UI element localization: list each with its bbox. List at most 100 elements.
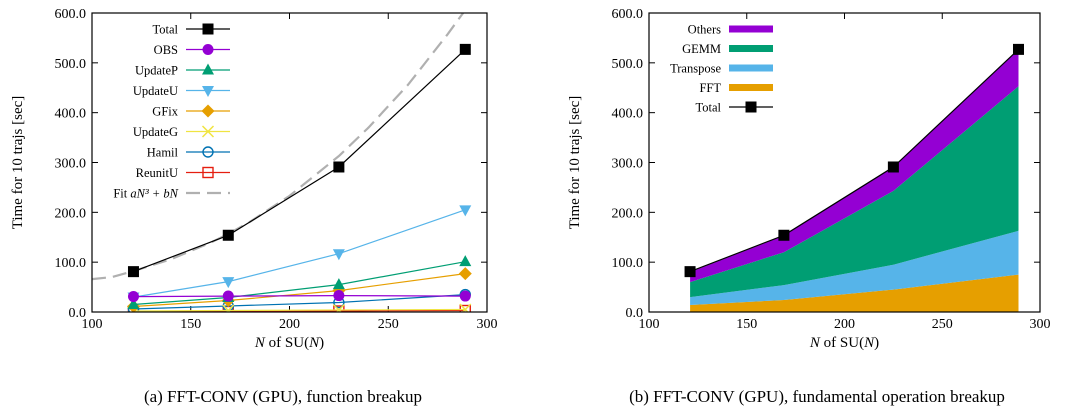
y-tick-label: 300.0 (55, 157, 87, 172)
y-tick-label: 200.0 (55, 206, 87, 221)
legend-marker-updateg (201, 125, 215, 138)
series-line-updatep (133, 261, 466, 306)
fit-line (92, 13, 465, 281)
series-line-total (689, 48, 1019, 273)
point-updateu (459, 205, 472, 217)
series-line-gfix (133, 273, 466, 308)
point-obs (333, 290, 345, 302)
y-tick-label: 500.0 (612, 57, 644, 72)
legend-label-transpose: Transpose (670, 62, 721, 76)
point-updateg (332, 303, 345, 312)
y-tick-label: 600.0 (612, 7, 644, 22)
legend-label-total: Total (152, 23, 178, 37)
legend-swatch-gemm (729, 45, 773, 52)
point-reunitu (459, 304, 471, 312)
x-axis-label-var: N (809, 335, 821, 351)
x-tick-label: 200 (279, 317, 300, 332)
y-tick-label: 100.0 (612, 256, 644, 271)
legend-label-total: Total (695, 101, 721, 115)
y-tick-label: 600.0 (55, 7, 87, 22)
caption-a: (a) FFT-CONV (GPU), function breakup (144, 387, 422, 406)
point-total (127, 266, 139, 278)
x-axis-label-var: N (254, 335, 266, 351)
plot-area-b (684, 43, 1024, 312)
legend-marker-obs (202, 44, 214, 55)
point-updateu (332, 249, 345, 261)
plot-frame-b (648, 12, 1041, 313)
legend-marker-total (202, 23, 214, 35)
legend-marker-updateu (202, 86, 214, 97)
y-tick-label: 400.0 (612, 107, 644, 122)
legend-fit-prefix: Fit (113, 187, 130, 201)
y-axis-label: Time for 10 trajs [sec] (567, 96, 583, 230)
x-tick-label: 300 (1030, 317, 1051, 332)
x-axis-label-close: ) (874, 335, 879, 351)
chart-a: 100 150 200 250 300 0.0 100.0 200.0 300.0 400.0 50… (10, 7, 498, 351)
legend-label-reunitu: ReunitU (136, 166, 178, 180)
legend-fit-formula: aN³ + bN (130, 187, 178, 201)
legend-marker-reunitu (202, 166, 214, 179)
chart-b: 100 150 200 250 300 0.0 100.0 200.0 300.0 400.0 50… (567, 7, 1051, 351)
x-axis-label-var2: N (863, 335, 875, 351)
point-updatep (459, 255, 472, 267)
y-tick-label: 0.0 (69, 306, 87, 321)
legend-label-fft: FFT (699, 81, 721, 95)
plot-frame-a (91, 12, 488, 313)
x-tick-label: 250 (378, 317, 399, 332)
x-tick-label: 150 (736, 317, 757, 332)
point-updatep (332, 278, 345, 290)
x-axis-label-text: of SU( (820, 335, 864, 351)
legend-label-others: Others (688, 23, 721, 37)
y-tick-label: 400.0 (55, 107, 87, 122)
x-axis-label-var2: N (308, 335, 320, 351)
legend-marker-hamil (202, 146, 214, 158)
point-updateu (222, 277, 235, 289)
x-tick-label: 200 (834, 317, 855, 332)
legend-label-fit: Fit aN³ + bN (113, 187, 178, 201)
point-total (459, 43, 471, 55)
point-total (684, 266, 696, 278)
point-updateg (459, 303, 472, 312)
legend-marker-gfix (201, 104, 215, 118)
legend-swatch-fft (729, 84, 773, 91)
legend-label-updateg: UpdateG (133, 125, 178, 139)
legend-label-updatep: UpdateP (135, 64, 178, 78)
point-total (222, 229, 234, 241)
legend-marker-total (745, 101, 757, 113)
x-tick-label: 300 (477, 317, 498, 332)
point-total (778, 229, 790, 241)
point-updateg (222, 304, 235, 312)
series-line-updateg (133, 308, 466, 312)
y-tick-label: 300.0 (612, 157, 644, 172)
point-updatep (127, 298, 140, 310)
area-transpose (690, 230, 1019, 305)
point-obs (222, 290, 234, 302)
y-tick-label: 500.0 (55, 57, 87, 72)
legend-label-gemm: GEMM (682, 42, 721, 56)
caption-b: (b) FFT-CONV (GPU), fundamental operatio… (629, 387, 1005, 406)
legend-label-updateu: UpdateU (133, 84, 178, 98)
series-line-updateu (133, 209, 466, 298)
point-total (333, 161, 345, 173)
point-total (1012, 43, 1024, 55)
x-axis-label: N of SU(N) (809, 335, 879, 351)
legend-label-hamil: Hamil (147, 146, 179, 160)
x-tick-label: 100 (82, 317, 103, 332)
series-line-hamil (133, 294, 466, 310)
y-tick-label: 0.0 (626, 306, 644, 321)
point-total (887, 161, 899, 173)
point-obs (459, 290, 471, 302)
x-axis-label-text: of SU( (265, 335, 309, 351)
point-reunitu (333, 305, 345, 312)
y-tick-label: 100.0 (55, 256, 87, 271)
x-axis-label: N of SU(N) (254, 335, 324, 351)
point-obs (127, 291, 139, 303)
x-axis-label-close: ) (319, 335, 324, 351)
legend-swatch-others (729, 25, 773, 33)
legend-label-gfix: GFix (152, 105, 178, 119)
legend-swatch-transpose (729, 64, 773, 72)
point-gfix (458, 267, 472, 281)
y-axis-label: Time for 10 trajs [sec] (10, 96, 26, 230)
x-tick-label: 100 (639, 317, 660, 332)
